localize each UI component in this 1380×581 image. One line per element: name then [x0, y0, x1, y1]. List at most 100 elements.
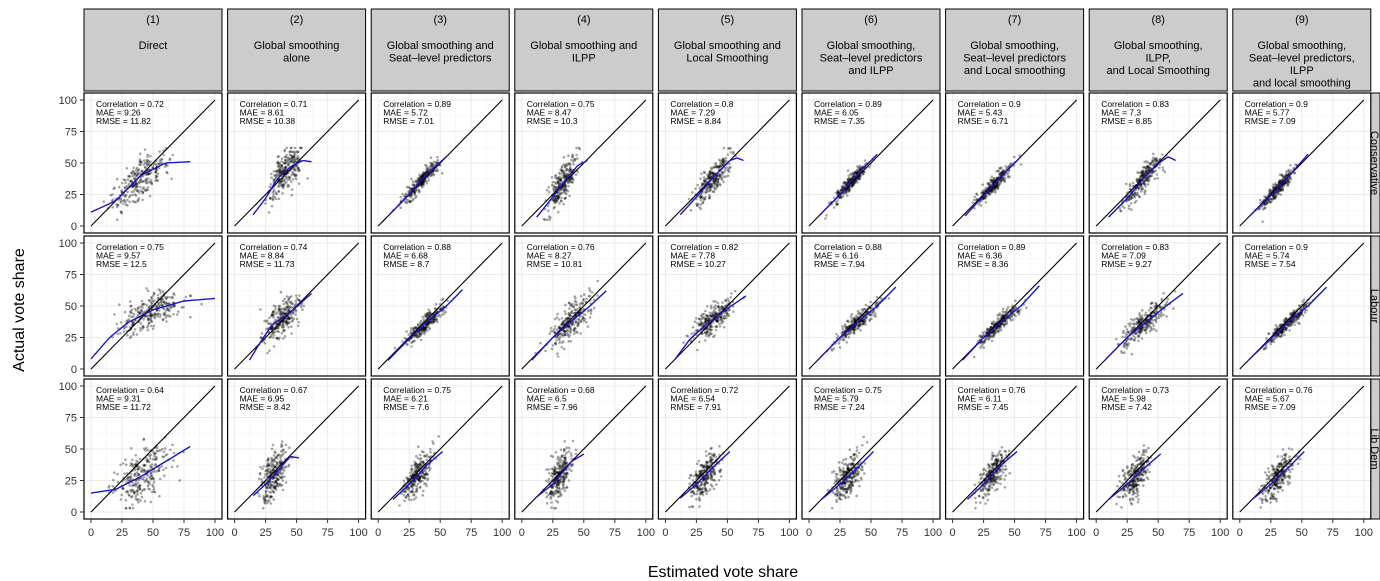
fit-line	[818, 153, 878, 217]
data-point	[841, 325, 844, 328]
data-point	[556, 355, 560, 358]
data-point	[588, 316, 592, 319]
data-point	[1272, 193, 1276, 197]
data-point	[711, 171, 715, 175]
data-point	[553, 200, 557, 203]
data-point	[700, 183, 704, 187]
data-point	[123, 194, 127, 197]
data-point	[274, 323, 278, 327]
data-point	[575, 153, 578, 157]
data-point	[154, 174, 158, 177]
data-point	[711, 171, 714, 175]
data-point	[1143, 166, 1147, 169]
data-point	[276, 165, 280, 168]
data-point	[996, 181, 1000, 184]
data-point	[711, 179, 715, 183]
data-point	[270, 204, 274, 208]
data-point	[850, 177, 853, 180]
data-point	[161, 318, 165, 322]
data-point	[134, 182, 138, 185]
data-point	[282, 329, 286, 332]
data-point	[557, 195, 560, 199]
data-point	[284, 320, 288, 324]
data-point	[714, 304, 717, 307]
data-point	[149, 304, 153, 307]
data-point	[567, 184, 570, 188]
data-point	[432, 160, 436, 164]
data-point	[576, 324, 579, 328]
data-point	[728, 308, 731, 312]
data-point	[1133, 192, 1137, 195]
data-point	[1128, 187, 1132, 190]
data-point	[857, 327, 860, 330]
data-point	[727, 309, 731, 312]
data-point	[290, 159, 293, 162]
data-point	[1284, 174, 1287, 177]
fit-line	[252, 159, 312, 216]
data-point	[565, 168, 569, 171]
data-point	[135, 189, 139, 192]
data-point	[286, 161, 289, 165]
data-point	[412, 197, 415, 201]
data-point	[558, 339, 561, 342]
data-point	[425, 313, 428, 317]
data-point	[710, 314, 714, 318]
data-point	[1130, 197, 1133, 200]
data-point	[1152, 152, 1155, 156]
data-point	[702, 170, 706, 174]
data-point	[153, 316, 157, 320]
data-point	[557, 191, 560, 195]
data-point	[429, 164, 433, 167]
column-strip: (1)Direct	[83, 8, 223, 92]
data-point	[1285, 169, 1289, 173]
data-point	[568, 301, 571, 305]
data-point	[1155, 173, 1159, 176]
data-point	[416, 323, 420, 327]
y-tick-label: 50	[65, 301, 77, 313]
data-point	[296, 165, 299, 168]
data-point	[1294, 163, 1297, 166]
data-point	[1286, 173, 1289, 177]
data-point	[997, 173, 1001, 176]
data-point	[425, 325, 429, 329]
data-point	[288, 157, 292, 161]
data-point	[576, 324, 580, 327]
data-point	[712, 179, 715, 183]
data-point	[568, 162, 572, 165]
data-point	[837, 191, 840, 195]
column-strip-bg	[945, 8, 1085, 92]
data-point	[278, 323, 282, 327]
data-point	[836, 202, 839, 205]
data-point	[413, 193, 417, 197]
data-point	[124, 195, 127, 198]
data-point	[131, 169, 134, 173]
data-point	[425, 313, 429, 317]
data-point	[288, 317, 291, 321]
data-point	[288, 157, 292, 160]
data-point	[281, 311, 284, 314]
data-point	[425, 323, 429, 327]
data-point	[291, 156, 294, 159]
data-point	[150, 301, 153, 305]
data-point	[1283, 175, 1287, 179]
data-point	[270, 313, 274, 317]
data-point	[988, 192, 991, 195]
data-point	[704, 318, 708, 322]
data-point	[290, 154, 294, 157]
data-point	[297, 182, 301, 185]
data-point	[559, 178, 562, 181]
data-point	[546, 204, 550, 208]
data-point	[714, 161, 717, 165]
data-point	[134, 194, 138, 197]
data-point	[577, 317, 580, 321]
data-point	[708, 331, 712, 335]
data-point	[554, 182, 558, 185]
data-point	[160, 161, 163, 164]
data-point	[1287, 180, 1290, 184]
data-point	[1001, 307, 1005, 311]
column-title-line: and local smoothing	[1253, 78, 1351, 90]
data-point	[572, 305, 575, 308]
data-point	[720, 163, 724, 167]
